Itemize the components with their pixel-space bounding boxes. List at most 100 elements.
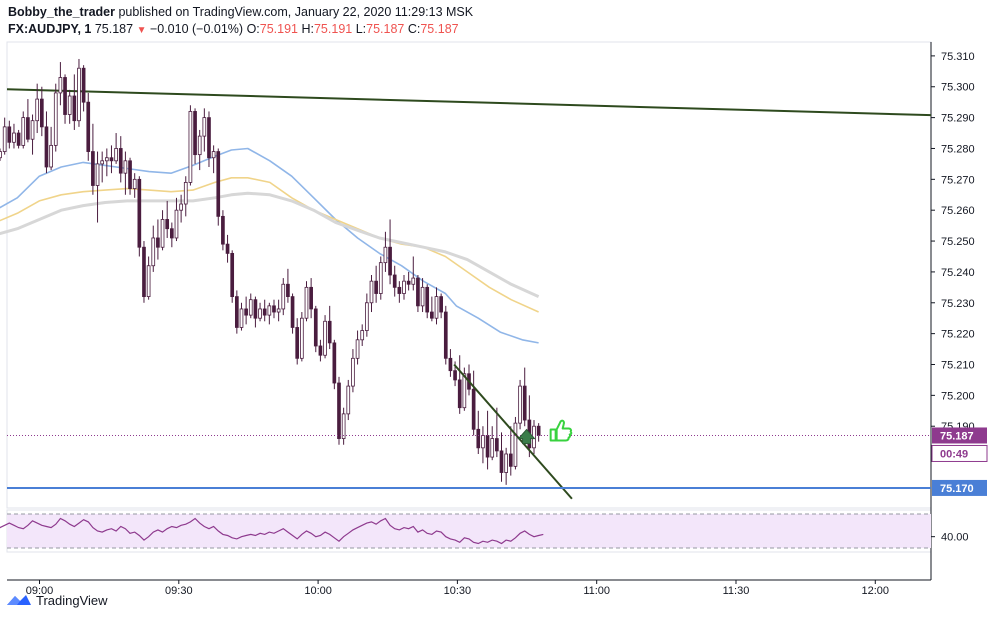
candle-body (146, 265, 151, 298)
candle-body (30, 120, 35, 140)
candle-body (430, 311, 434, 319)
candle-body (420, 286, 425, 307)
countdown-label: 00:49 (940, 448, 968, 460)
candle-body (439, 296, 443, 313)
publish-info: published on TradingView.com, January 22… (118, 5, 474, 19)
brand-label: TradingView (36, 592, 108, 608)
candle-body (26, 117, 30, 140)
price-tick-label: 75.250 (941, 236, 975, 248)
candle-body (476, 428, 481, 449)
candle-body (397, 286, 402, 294)
candle-body (253, 299, 258, 319)
ma-slow-line (0, 191, 540, 298)
candle-body (290, 296, 295, 328)
candle-body (406, 280, 411, 285)
time-tick-label: 12:00 (862, 585, 890, 597)
candle-body (351, 357, 355, 387)
candle-body (536, 425, 541, 436)
candle-body (123, 160, 128, 174)
thumbs-up-icon (549, 419, 573, 442)
candle-body (490, 438, 495, 458)
price-tick-label: 75.290 (941, 113, 975, 125)
time-tick-label: 09:30 (165, 585, 193, 597)
candle-body (100, 160, 105, 165)
candle-body (12, 132, 16, 143)
candle-body (499, 450, 504, 473)
candle-body (295, 327, 300, 359)
candle-body (2, 126, 7, 152)
candle-body (286, 283, 290, 298)
candle-body (234, 296, 239, 328)
open-label: O: (246, 22, 260, 36)
candle-body (369, 280, 374, 304)
symbol-name[interactable]: FX:AUDJPY, 1 (8, 22, 92, 36)
candle-body (248, 299, 253, 316)
rsi-band (7, 514, 931, 548)
candle-body (137, 178, 142, 248)
candle-body (95, 163, 100, 186)
ma-fast-line (0, 147, 539, 344)
candle-body (109, 157, 114, 162)
candle-body (207, 117, 211, 159)
candle-body (225, 243, 230, 254)
candle-body (481, 435, 485, 449)
candle-body (142, 246, 146, 298)
candle-body (216, 151, 221, 217)
price-change: −0.010 (−0.01%) (149, 22, 244, 36)
candle-body (425, 286, 430, 313)
price-tick-label: 75.210 (941, 359, 975, 371)
candle-body (165, 219, 170, 230)
candle-body (239, 308, 244, 328)
close-label: C: (407, 22, 421, 36)
price-tick-label: 75.270 (941, 174, 975, 186)
countdown-label-bg (931, 444, 988, 462)
candle-body (39, 98, 44, 128)
candle-body (504, 453, 508, 473)
candle-body (160, 219, 165, 248)
candle-body (156, 237, 160, 248)
candle-body (346, 385, 351, 415)
candle-body (448, 357, 453, 372)
candle-body (197, 135, 202, 156)
candle-body (304, 286, 309, 319)
candle-body (411, 277, 416, 285)
candle-body (276, 308, 281, 313)
candle-body (313, 308, 318, 347)
candle-body (91, 151, 95, 186)
candle-body (392, 274, 397, 288)
candle-body (267, 305, 272, 316)
candle-body (35, 98, 40, 122)
price-tick-label: 75.230 (941, 298, 975, 310)
candle-body (318, 345, 323, 356)
time-tick-label: 11:00 (583, 585, 610, 597)
candle-body (378, 262, 383, 294)
candle-body (522, 385, 527, 421)
candle-body (471, 388, 476, 430)
candle-body (72, 95, 77, 122)
time-tick-label: 09:00 (26, 585, 54, 597)
publish-line: Bobby_the_trader published on TradingVie… (8, 5, 473, 19)
candle-body (81, 67, 86, 103)
time-tick-label: 11:30 (723, 585, 750, 597)
current-price-label-bg (932, 427, 987, 444)
time-tick-label: 10:30 (444, 585, 472, 597)
candle-body (128, 160, 132, 189)
author-name[interactable]: Bobby_the_trader (8, 5, 115, 19)
candle-body (262, 308, 267, 316)
price-tick-label: 75.220 (941, 329, 975, 341)
candle-body (416, 277, 420, 307)
candle-body (0, 151, 2, 159)
candle-body (151, 237, 156, 267)
open-value: 75.191 (259, 22, 298, 36)
footer-brand[interactable]: TradingView (6, 592, 108, 608)
candle-body (58, 77, 63, 94)
candle-body (258, 308, 262, 319)
candle-body (193, 111, 197, 156)
ma-mid-line (0, 177, 539, 313)
candle-body (53, 92, 58, 146)
candle-body (179, 203, 183, 211)
down-triangle-icon: ▼ (136, 25, 147, 36)
price-tick-label: 75.200 (941, 390, 975, 402)
candle-body (221, 215, 225, 245)
